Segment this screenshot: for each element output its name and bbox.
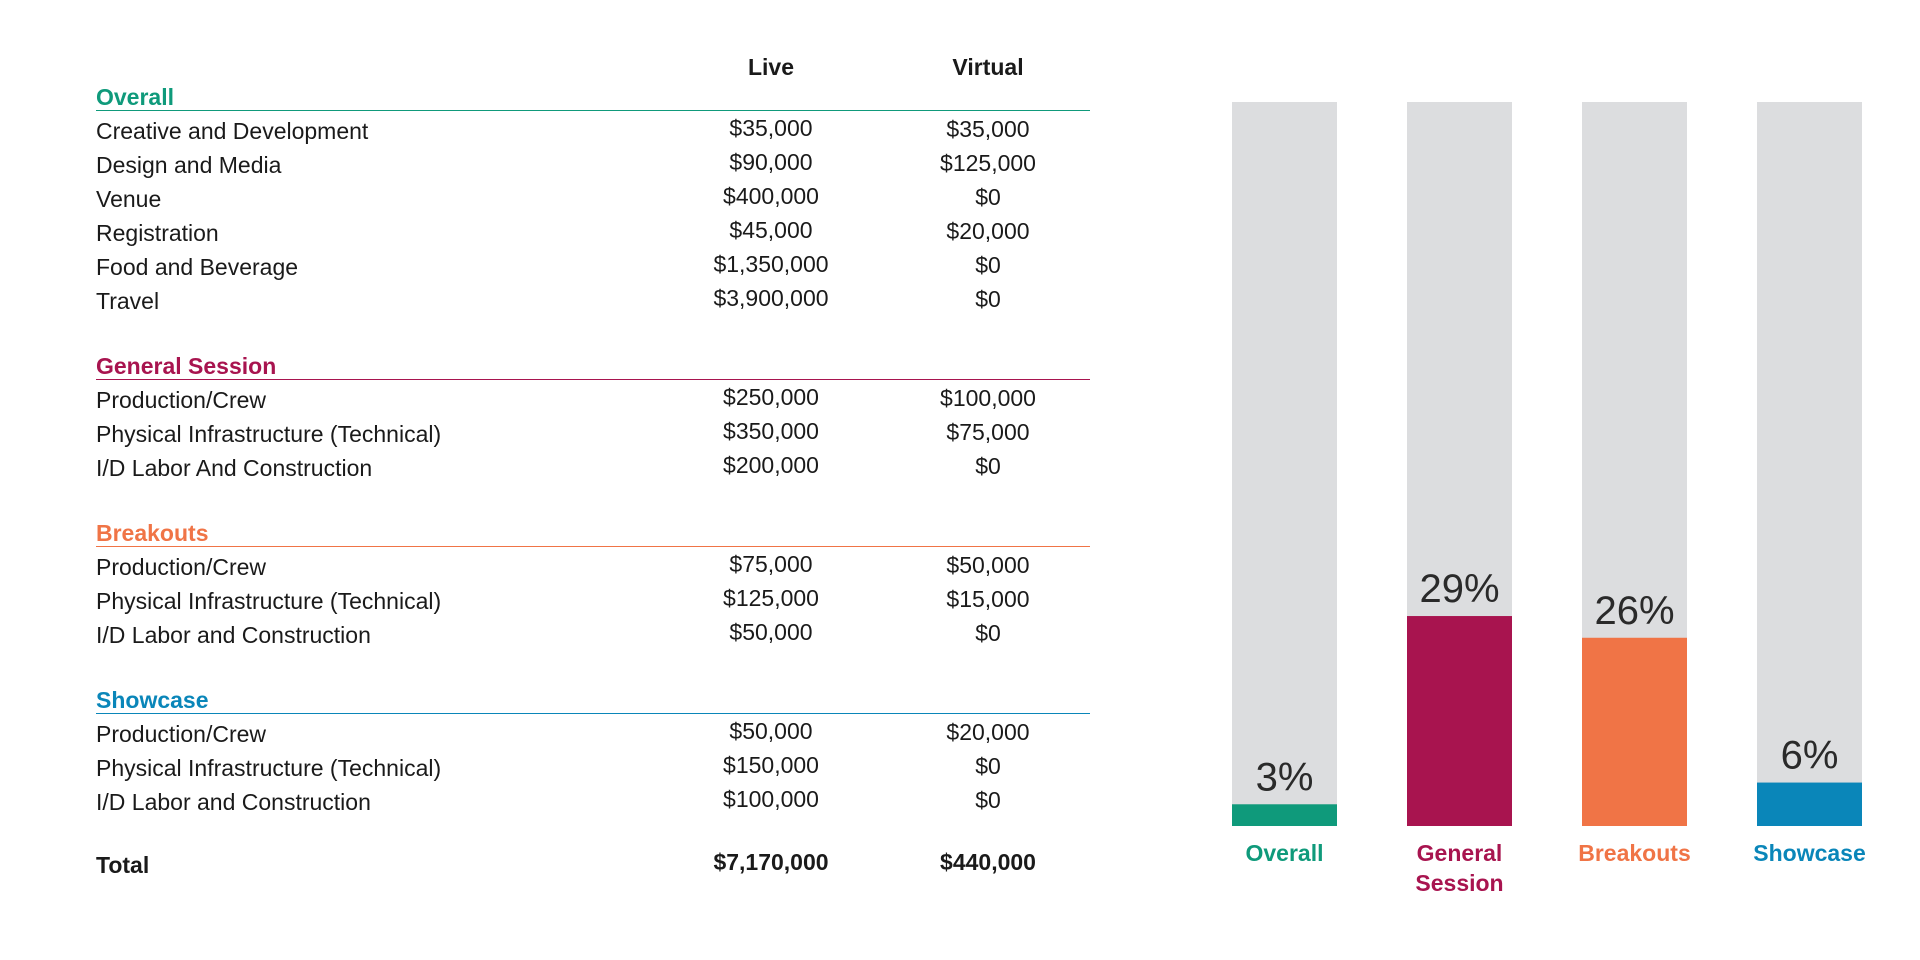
table-row: Food and Beverage $1,350,000 $0 <box>96 251 1090 288</box>
table-row: Physical Infrastructure (Technical) $350,… <box>96 418 1090 455</box>
row-virtual-value: $0 <box>975 620 1001 646</box>
row-virtual-value: $125,000 <box>940 150 1036 176</box>
row-live-value: $200,000 <box>723 452 819 478</box>
category-label: Showcase <box>1740 838 1880 868</box>
row-live-value: $125,000 <box>723 585 819 611</box>
row-virtual-value: $0 <box>975 753 1001 779</box>
row-label: Physical Infrastructure (Technical) <box>96 588 442 614</box>
row-live-value: $50,000 <box>729 619 813 645</box>
budget-table: Live Virtual Overall Creative and Develop… <box>96 0 1096 960</box>
row-live-value: $75,000 <box>729 551 813 577</box>
bar <box>1582 637 1687 826</box>
bar-chart-svg: 3% 29% 26% 6% <box>1232 102 1862 826</box>
row-virtual-value: $15,000 <box>946 586 1030 612</box>
row-label: Production/Crew <box>96 554 267 580</box>
category-label-line: Showcase <box>1753 840 1866 866</box>
row-label: Physical Infrastructure (Technical) <box>96 421 442 447</box>
section-title: Showcase <box>96 687 209 713</box>
percentage-bar-chart: 3% 29% 26% 6% Overall General Session Breakout… <box>1200 0 1920 960</box>
row-live-value: $250,000 <box>723 384 819 410</box>
row-label: I/D Labor and Construction <box>96 789 371 815</box>
category-label: Overall <box>1215 838 1355 868</box>
row-live-value: $100,000 <box>723 786 819 812</box>
row-virtual-value: $0 <box>975 787 1001 813</box>
row-live-value: $45,000 <box>729 217 813 243</box>
section-title: Breakouts <box>96 520 209 546</box>
table-row: Design and Media $90,000 $125,000 <box>96 149 1090 186</box>
row-virtual-value: $20,000 <box>946 218 1030 244</box>
row-label: Creative and Development <box>96 118 369 144</box>
total-virtual: $440,000 <box>940 849 1036 875</box>
row-live-value: $400,000 <box>723 183 819 209</box>
row-virtual-value: $20,000 <box>946 719 1030 745</box>
table-row: Production/Crew $250,000 $100,000 <box>96 384 1090 421</box>
row-live-value: $90,000 <box>729 149 813 175</box>
row-live-value: $150,000 <box>723 752 819 778</box>
bar-track <box>1232 102 1337 826</box>
total-label: Total <box>96 852 150 878</box>
table-row: Travel $3,900,000 $0 <box>96 285 1090 322</box>
row-label: Production/Crew <box>96 387 267 413</box>
row-virtual-value: $75,000 <box>946 419 1030 445</box>
row-virtual-value: $0 <box>975 252 1001 278</box>
row-label: Design and Media <box>96 152 282 178</box>
section-divider <box>96 546 1090 547</box>
bar-value-label: 26% <box>1594 589 1674 633</box>
row-virtual-value: $0 <box>975 286 1001 312</box>
category-label: Breakouts <box>1565 838 1705 868</box>
row-label: Physical Infrastructure (Technical) <box>96 755 442 781</box>
row-live-value: $35,000 <box>729 115 813 141</box>
row-label: Registration <box>96 220 219 246</box>
section-divider <box>96 379 1090 380</box>
row-label: I/D Labor And Construction <box>96 455 373 481</box>
row-live-value: $3,900,000 <box>713 285 829 311</box>
bar-track <box>1757 102 1862 826</box>
table-row: Physical Infrastructure (Technical) $125,… <box>96 585 1090 622</box>
bar <box>1407 616 1512 826</box>
total-live: $7,170,000 <box>713 849 829 875</box>
row-label: Venue <box>96 186 162 212</box>
row-virtual-value: $100,000 <box>940 385 1036 411</box>
bar <box>1232 804 1337 826</box>
table-row: Creative and Development $35,000 $35,000 <box>96 115 1090 152</box>
section-divider <box>96 713 1090 714</box>
category-label-line: General <box>1416 840 1503 866</box>
category-label-line: Session <box>1415 870 1504 896</box>
table-row: I/D Labor And Construction $200,000 $0 <box>96 452 1090 489</box>
row-virtual-value: $35,000 <box>946 116 1030 142</box>
bar-value-label: 3% <box>1256 755 1314 799</box>
row-live-value: $350,000 <box>723 418 819 444</box>
row-label: Production/Crew <box>96 721 267 747</box>
section-title: Overall <box>96 84 174 110</box>
table-row: Production/Crew $50,000 $20,000 <box>96 718 1090 755</box>
table-row: Production/Crew $75,000 $50,000 <box>96 551 1090 588</box>
bar-value-label: 6% <box>1781 734 1839 778</box>
table-row: Registration $45,000 $20,000 <box>96 217 1090 254</box>
bar <box>1757 782 1862 826</box>
row-live-value: $50,000 <box>729 718 813 744</box>
section-divider <box>96 110 1090 111</box>
column-header-live: Live <box>747 54 795 80</box>
row-virtual-value: $0 <box>975 184 1001 210</box>
bar-value-label: 29% <box>1419 567 1499 611</box>
row-virtual-value: $50,000 <box>946 552 1030 578</box>
table-row: Venue $400,000 $0 <box>96 183 1090 220</box>
table-row: Physical Infrastructure (Technical) $150,… <box>96 752 1090 789</box>
row-label: Travel <box>96 288 160 314</box>
category-label-line: Overall <box>1245 840 1324 866</box>
table-row: I/D Labor and Construction $100,000 $0 <box>96 786 1090 823</box>
category-label-line: Breakouts <box>1578 840 1691 866</box>
section-title: General Session <box>96 353 277 379</box>
row-live-value: $1,350,000 <box>713 251 829 277</box>
row-label: I/D Labor and Construction <box>96 622 371 648</box>
table-row: I/D Labor and Construction $50,000 $0 <box>96 619 1090 656</box>
row-virtual-value: $0 <box>975 453 1001 479</box>
row-label: Food and Beverage <box>96 254 299 280</box>
category-label: General Session <box>1390 838 1530 898</box>
column-header-virtual: Virtual <box>952 54 1024 80</box>
